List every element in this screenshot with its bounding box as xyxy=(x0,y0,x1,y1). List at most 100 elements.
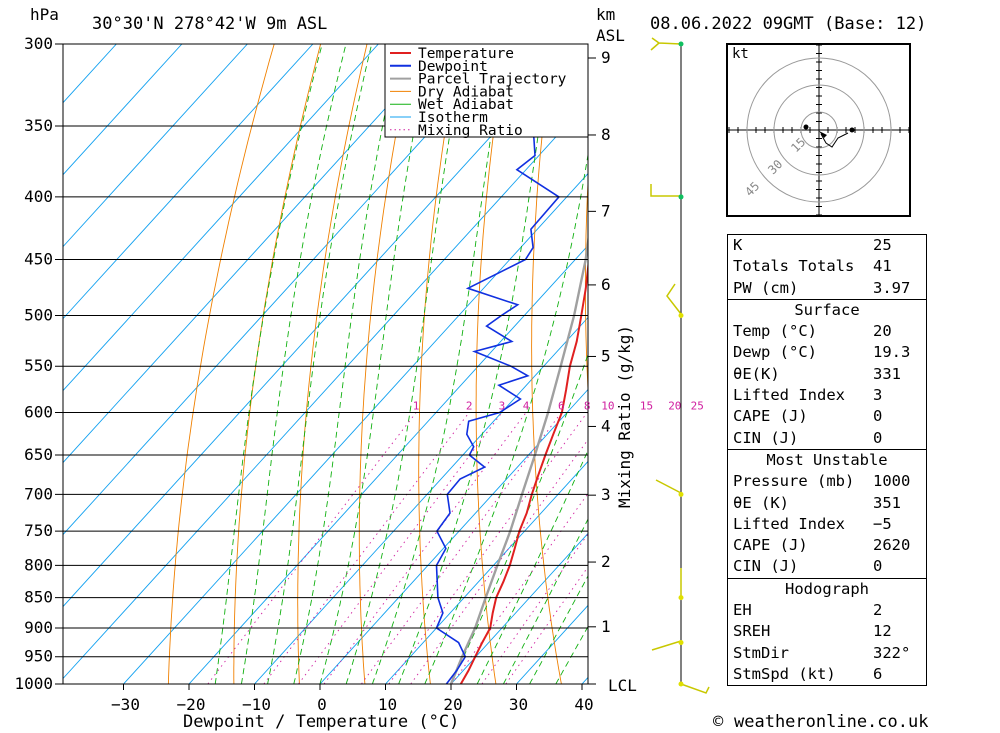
surface-row: CAPE (J) 0 xyxy=(733,407,883,426)
x-tick-label: 20 xyxy=(443,695,462,714)
wet-adiabat-line xyxy=(503,518,588,684)
hodograph-point xyxy=(849,127,855,133)
pressure-tick-label: 600 xyxy=(24,402,53,421)
storm-motion-arrow-icon xyxy=(819,131,827,138)
pressure-tick-label: 500 xyxy=(24,306,53,325)
parcel-line xyxy=(449,233,588,684)
legend-label: Isotherm xyxy=(418,110,488,126)
isotherm-line xyxy=(63,44,248,248)
wind-barb-dot xyxy=(678,491,684,497)
legend-label: Temperature xyxy=(418,46,514,62)
hodograph-unit: kt xyxy=(732,46,749,62)
dry-adiabat-line xyxy=(971,44,1000,684)
wet-adiabat-line xyxy=(240,44,347,684)
x-tick-label: 30 xyxy=(509,695,528,714)
hodo-row: SREH 12 xyxy=(733,622,892,641)
km-tick-label: 7 xyxy=(601,201,611,220)
pressure-tick-label: 800 xyxy=(24,555,53,574)
mixing-ratio-label: 4 xyxy=(523,399,530,412)
surface-row: Temp (°C) 20 xyxy=(733,322,892,341)
km-tick-label: 1 xyxy=(601,617,611,636)
isotherm-line xyxy=(63,44,117,104)
mixing-ratio-line xyxy=(323,412,527,684)
mixing-ratio-line xyxy=(451,492,588,684)
date-title: 08.06.2022 09GMT (Base: 12) xyxy=(650,14,926,34)
km-tick-label: 2 xyxy=(601,552,611,571)
temperature-axis: −30 −20 −10 0 10 20 30 40 xyxy=(111,684,594,714)
wind-barb-dot xyxy=(678,313,684,319)
legend-label: Parcel Trajectory xyxy=(418,72,567,88)
pressure-tick-label: 350 xyxy=(24,116,53,135)
x-tick-label: −10 xyxy=(242,695,271,714)
wind-barb-dot xyxy=(678,194,684,200)
mixing-ratio-line xyxy=(481,533,588,684)
legend-label: Mixing Ratio xyxy=(418,123,523,139)
location-title: 30°30'N 278°42'W 9m ASL xyxy=(92,14,327,34)
isotherm-line xyxy=(63,44,379,392)
mixing-ratio-axis-label: Mixing Ratio (g/kg) xyxy=(615,325,634,508)
surface-row: Lifted Index 3 xyxy=(733,386,883,405)
dry-adiabat-line xyxy=(167,44,275,684)
isotherm-line xyxy=(63,44,510,536)
x-tick-label: −30 xyxy=(111,695,140,714)
hodo-row: StmSpd (kt) 6 xyxy=(733,664,883,683)
km-tick-label: 5 xyxy=(601,346,611,365)
wet-adiabat-line xyxy=(371,44,507,684)
wind-barb-icon xyxy=(655,479,682,494)
dewpoint-line xyxy=(435,44,575,684)
dry-adiabat-line xyxy=(358,44,414,684)
hodograph-ring xyxy=(746,57,892,203)
lcl-label: LCL xyxy=(608,676,637,695)
x-tick-label: 0 xyxy=(317,695,327,714)
pressure-tick-label: 1000 xyxy=(14,674,53,693)
height-unit-label: km xyxy=(596,5,615,24)
mixing-ratio-label: 10 xyxy=(601,399,614,412)
legend-label: Dewpoint xyxy=(418,59,488,75)
hodograph-index-title: Hodograph xyxy=(785,579,869,598)
isotherm-line xyxy=(385,460,588,684)
mu-row: Pressure (mb) 1000 xyxy=(733,472,911,491)
wind-barb-dot xyxy=(678,595,684,601)
indices-top-box: K 25 Totals Totals 41 PW (cm) 3.97 xyxy=(727,234,927,300)
dry-adiabat-line xyxy=(418,44,461,684)
dry-adiabat-line xyxy=(233,44,322,684)
mixing-ratio-label: 1 xyxy=(413,399,420,412)
mixing-ratio-label: 20 xyxy=(668,399,681,412)
legend-label: Dry Adiabat xyxy=(418,84,514,100)
isotherm-line xyxy=(63,44,183,176)
pressure-tick-label: 650 xyxy=(24,445,53,464)
pressure-tick-label: 950 xyxy=(24,647,53,666)
surface-title: Surface xyxy=(794,300,860,319)
wind-barb-dot xyxy=(678,41,684,47)
wet-adiabat-line xyxy=(293,44,401,684)
mu-row: CAPE (J) 2620 xyxy=(733,536,911,555)
pressure-tick-label: 550 xyxy=(24,356,53,375)
mixing-ratio-label: 6 xyxy=(558,399,565,412)
km-tick-label: 9 xyxy=(601,48,611,67)
mu-row: θE (K) 351 xyxy=(733,493,901,512)
pressure-axis: 300 350 400 450 500 550 600 650 700 750 800 850 900 9… xyxy=(14,34,53,693)
pressure-tick-label: 450 xyxy=(24,250,53,269)
x-tick-label: 40 xyxy=(574,695,593,714)
km-tick-label: 4 xyxy=(601,416,611,435)
mixing-ratio-labels: 1 2 3 4 6 8 10 15 20 25 xyxy=(413,399,704,412)
mixing-ratio-label: 2 xyxy=(466,399,473,412)
mu-row: Lifted Index −5 xyxy=(733,514,892,533)
wet-adiabat-line xyxy=(450,353,588,684)
pressure-unit-label: hPa xyxy=(30,5,59,24)
hodograph-point xyxy=(803,124,809,130)
temperature-line xyxy=(459,259,588,684)
mixing-ratio-line xyxy=(361,412,562,684)
dry-adiabat-line xyxy=(584,174,588,398)
copyright-symbol: © xyxy=(713,712,724,732)
wind-barbs xyxy=(650,37,710,694)
wet-adiabat-line xyxy=(529,575,588,684)
mixing-ratio-line xyxy=(388,412,588,684)
hodo-row: EH 2 xyxy=(733,601,883,620)
isotherm-line xyxy=(123,172,588,684)
wind-barb-icon xyxy=(650,37,682,51)
legend-box xyxy=(384,43,589,138)
km-tick-label: 3 xyxy=(601,485,611,504)
